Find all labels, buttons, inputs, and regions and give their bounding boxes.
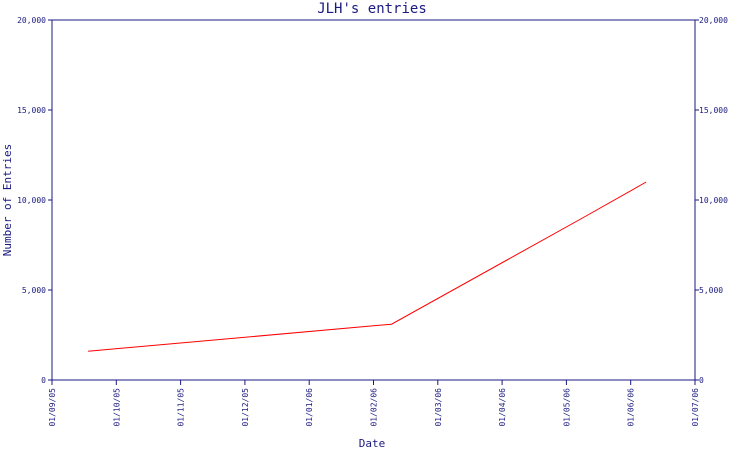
x-tick-label: 01/07/06 [691,388,700,427]
y-tick-label-left: 10,000 [17,196,46,205]
y-tick-label-left: 5,000 [22,286,46,295]
x-tick-label: 01/02/06 [370,388,379,427]
x-tick-label: 01/03/06 [434,388,443,427]
x-axis: 01/09/05 01/10/05 01/11/05 01/12/05 01/01/06… [48,380,700,427]
y-tick-label-right: 10,000 [699,196,728,205]
x-tick-label: 01/10/05 [112,388,121,427]
y-axis-label: Number of Entries [1,144,14,257]
x-axis-label: Date [359,437,386,450]
y-axis-left: 0 5,000 10,000 15,000 20,000 [17,16,52,385]
y-tick-label-right: 20,000 [699,16,728,25]
y-axis-right: 0 5,000 10,000 15,000 20,000 [695,16,728,385]
x-tick-label: 01/09/05 [48,388,57,427]
x-tick-label: 01/05/06 [562,388,571,427]
x-tick-label: 01/06/06 [627,388,636,427]
series-line [88,181,647,352]
x-tick-label: 01/12/05 [241,388,250,427]
y-tick-label-left: 15,000 [17,106,46,115]
y-tick-label-left: 0 [41,376,46,385]
chart-title: JLH's entries [317,1,427,17]
y-tick-label-right: 0 [699,376,704,385]
y-tick-label-right: 15,000 [699,106,728,115]
y-tick-label-left: 20,000 [17,16,46,25]
x-tick-label: 01/04/06 [498,388,507,427]
x-tick-label: 01/01/06 [305,388,314,427]
x-tick-label: 01/11/05 [177,388,186,427]
y-tick-label-right: 5,000 [699,286,723,295]
series-layer [88,181,647,352]
